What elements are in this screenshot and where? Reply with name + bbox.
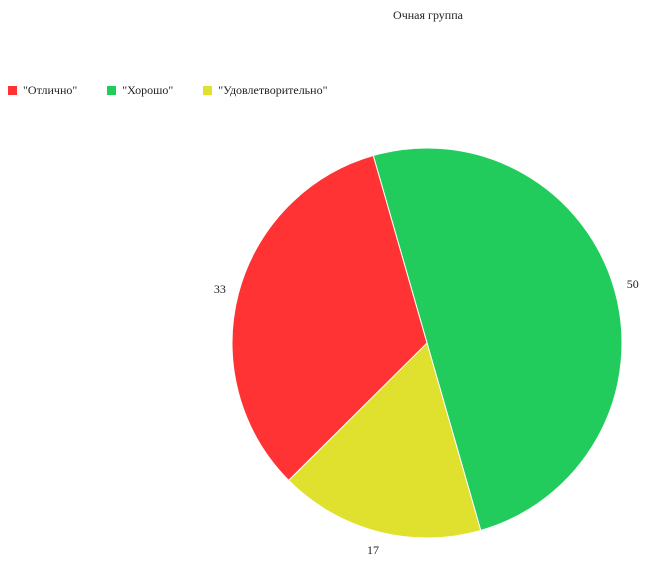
legend-label-khorosho: "Хорошо" (122, 83, 174, 97)
data-label-khorosho: 50 (627, 277, 639, 291)
legend-item-khorosho[interactable]: "Хорошо" (107, 83, 173, 98)
legend-item-otlichno[interactable]: "Отлично" (8, 83, 77, 98)
legend-label-otlichno: "Отлично" (23, 83, 78, 97)
legend-label-udovletvoritelno: "Удовлетворительно" (218, 83, 328, 97)
legend-swatch-khorosho (107, 86, 117, 95)
data-label-udovletvoritelno: 17 (367, 543, 379, 557)
legend-swatch-otlichno (8, 86, 17, 95)
legend: "Отлично" "Хорошо" "Удовлетворительно" (8, 83, 357, 98)
legend-swatch-udovletvoritelno (203, 86, 213, 95)
pie-slice-otlichno[interactable] (231, 154, 428, 482)
chart-title: Очная группа (393, 8, 463, 22)
data-label-otlichno: 33 (214, 282, 226, 296)
pie-slice-khorosho[interactable] (372, 147, 623, 532)
legend-item-udovletvoritelno[interactable]: "Удовлетворительно" (203, 83, 327, 98)
pie-slice-udovletvoritelno[interactable] (287, 342, 482, 539)
